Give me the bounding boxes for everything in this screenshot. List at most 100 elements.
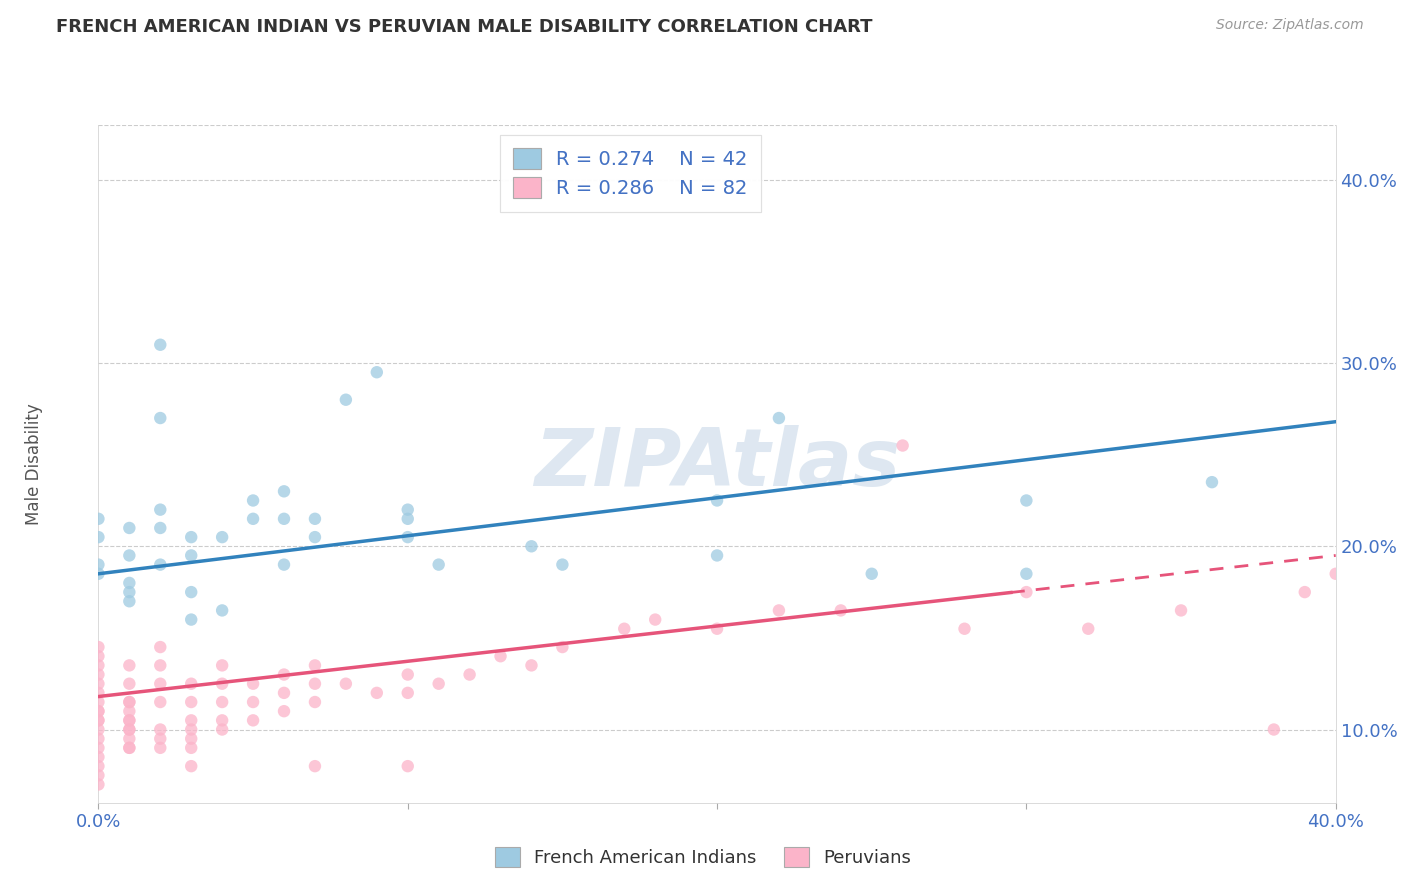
Point [149,640,172,654]
Point [118,714,141,728]
Point [149,502,172,516]
Point [149,521,172,535]
Point [87,750,110,764]
Point [87,777,110,791]
Point [118,521,141,535]
Point [87,704,110,718]
Point [1201,475,1223,490]
Point [520,658,543,673]
Point [1170,603,1192,617]
Point [768,603,790,617]
Point [87,667,110,681]
Point [180,759,202,773]
Point [211,658,233,673]
Point [242,714,264,728]
Point [273,686,295,700]
Point [180,723,202,737]
Point [1294,585,1316,599]
Point [1015,585,1038,599]
Point [273,667,295,681]
Point [1324,566,1347,581]
Point [366,686,388,700]
Point [396,512,419,526]
Point [304,512,326,526]
Point [87,558,110,572]
Point [211,723,233,737]
Point [427,558,450,572]
Point [149,658,172,673]
Point [87,714,110,728]
Point [520,539,543,553]
Point [1015,493,1038,508]
Point [953,622,976,636]
Point [149,558,172,572]
Point [149,695,172,709]
Legend: R = 0.274    N = 42, R = 0.286    N = 82: R = 0.274 N = 42, R = 0.286 N = 82 [499,135,761,212]
Point [242,493,264,508]
Point [706,622,728,636]
Point [87,530,110,544]
Point [304,658,326,673]
Point [458,667,481,681]
Point [211,695,233,709]
Point [242,695,264,709]
Point [118,723,141,737]
Point [118,714,141,728]
Point [87,714,110,728]
Point [304,759,326,773]
Point [180,549,202,563]
Point [860,566,883,581]
Point [1263,723,1285,737]
Point [304,676,326,690]
Point [87,676,110,690]
Point [87,512,110,526]
Point [211,714,233,728]
Point [87,566,110,581]
Point [87,649,110,664]
Point [180,676,202,690]
Point [1015,566,1038,581]
Point [211,530,233,544]
Point [87,740,110,755]
Point [180,530,202,544]
Point [551,640,574,654]
Point [304,530,326,544]
Point [87,731,110,746]
Point [118,585,141,599]
Point [149,411,172,425]
Point [118,549,141,563]
Point [706,549,728,563]
Point [149,676,172,690]
Point [87,723,110,737]
Point [273,704,295,718]
Point [1077,622,1099,636]
Text: ZIPAtlas: ZIPAtlas [534,425,900,503]
Point [118,740,141,755]
Point [768,411,790,425]
Text: Source: ZipAtlas.com: Source: ZipAtlas.com [1216,18,1364,32]
Point [87,686,110,700]
Point [149,740,172,755]
Point [180,740,202,755]
Point [335,676,357,690]
Point [87,695,110,709]
Point [87,704,110,718]
Point [830,603,852,617]
Text: FRENCH AMERICAN INDIAN VS PERUVIAN MALE DISABILITY CORRELATION CHART: FRENCH AMERICAN INDIAN VS PERUVIAN MALE … [56,18,873,36]
Point [180,731,202,746]
Point [118,740,141,755]
Point [211,603,233,617]
Point [489,649,512,664]
Point [242,676,264,690]
Point [396,530,419,544]
Point [118,731,141,746]
Point [551,558,574,572]
Point [396,502,419,516]
Point [118,723,141,737]
Point [118,594,141,608]
Point [335,392,357,407]
Point [396,759,419,773]
Point [891,438,914,452]
Point [180,613,202,627]
Point [427,676,450,690]
